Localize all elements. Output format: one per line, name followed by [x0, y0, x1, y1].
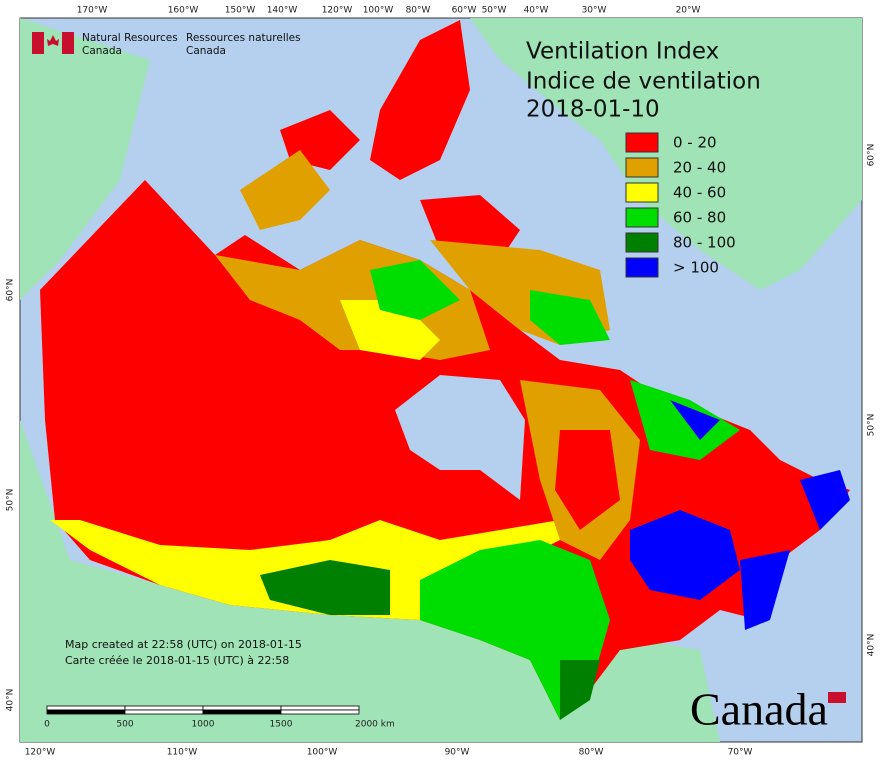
band-dark-green — [560, 660, 600, 720]
footer-text: Map created at 22:58 (UTC) on 2018-01-15 — [65, 638, 302, 651]
graticule-label: 100°W — [307, 748, 338, 758]
legend-swatch — [625, 232, 659, 253]
legend-swatch — [625, 132, 659, 153]
scale-bar-segment — [280, 709, 360, 715]
band-green — [370, 260, 460, 320]
graticule-label: 110°W — [167, 748, 198, 758]
hudson-bay — [395, 375, 525, 500]
org-text: Canada — [186, 45, 226, 57]
scale-bar-label: 1500 — [270, 720, 293, 730]
graticule-label: 60°W — [452, 6, 477, 16]
band-blue-quebec — [630, 510, 740, 600]
graticule-label: 160°W — [168, 6, 199, 16]
graticule-label: 50°N — [867, 414, 877, 437]
scale-bar-segment — [46, 709, 126, 715]
flag-bar — [32, 32, 44, 54]
graticule-label: 90°W — [445, 748, 470, 758]
flag-bar — [62, 32, 74, 54]
graticule-label: 80°W — [579, 748, 604, 758]
band-red-east — [555, 430, 620, 530]
legend-swatch — [625, 257, 659, 278]
graticule-label: 120°W — [25, 748, 56, 758]
scale-bar-segment — [124, 709, 204, 715]
wordmark-flag — [828, 692, 846, 703]
band-red-south — [610, 600, 680, 650]
alaska — [20, 18, 150, 300]
graticule-label: 40°N — [867, 634, 877, 657]
graticule-label: 40°N — [6, 689, 16, 712]
graticule-label: 60°N — [867, 144, 877, 167]
legend-label: 0 - 20 — [673, 134, 717, 152]
map-title: Ventilation Index — [526, 39, 719, 65]
org-text: Ressources naturelles — [186, 32, 301, 44]
scale-bar-label: 0 — [44, 720, 50, 730]
map-date: 2018-01-10 — [526, 97, 660, 123]
map-title: Indice de ventilation — [526, 69, 761, 95]
scale-bar-segment — [202, 705, 282, 711]
baffin-green — [530, 290, 610, 345]
legend-label: 20 - 40 — [673, 159, 726, 177]
graticule-label: 140°W — [267, 6, 298, 16]
band-blue-newfoundland — [800, 470, 850, 530]
graticule-label: 50°W — [482, 6, 507, 16]
scale-bar-segment — [280, 705, 360, 711]
legend-label: 40 - 60 — [673, 184, 726, 202]
band-dark-green — [260, 560, 390, 615]
band-blue-labrador — [670, 400, 720, 440]
legend-swatch — [625, 182, 659, 203]
graticule-label: 100°W — [363, 6, 394, 16]
arctic-island — [240, 150, 330, 230]
org-text: Natural Resources — [82, 32, 178, 44]
graticule-label: 30°W — [582, 6, 607, 16]
scale-bar-segment — [46, 705, 126, 711]
scale-bar-segment — [202, 709, 282, 715]
graticule-label: 50°N — [6, 489, 16, 512]
legend-swatch — [625, 207, 659, 228]
graticule-label: 120°W — [322, 6, 353, 16]
scale-bar-segment — [124, 705, 204, 711]
graticule-label: 80°W — [406, 6, 431, 16]
ellesmere — [370, 20, 470, 180]
legend-label: 80 - 100 — [673, 234, 736, 252]
scale-bar-label: 1000 — [192, 720, 215, 730]
graticule-label: 70°W — [728, 748, 753, 758]
graticule-label: 60°N — [6, 279, 16, 302]
greenland — [470, 18, 862, 290]
footer-text: Carte créée le 2018-01-15 (UTC) à 22:58 — [65, 654, 289, 667]
band-blue-maritimes — [740, 550, 790, 630]
legend-label: > 100 — [673, 259, 719, 277]
flag-leaf — [47, 35, 59, 46]
legend-swatch — [625, 157, 659, 178]
legend-label: 60 - 80 — [673, 209, 726, 227]
scale-bar-label: 2000 km — [355, 720, 395, 730]
graticule-label: 40°W — [524, 6, 549, 16]
org-text: Canada — [82, 45, 122, 57]
canada-wordmark: Canada — [690, 684, 828, 735]
scale-bar-label: 500 — [116, 720, 133, 730]
graticule-label: 170°W — [77, 6, 108, 16]
graticule-label: 150°W — [225, 6, 256, 16]
graticule-label: 20°W — [676, 6, 701, 16]
